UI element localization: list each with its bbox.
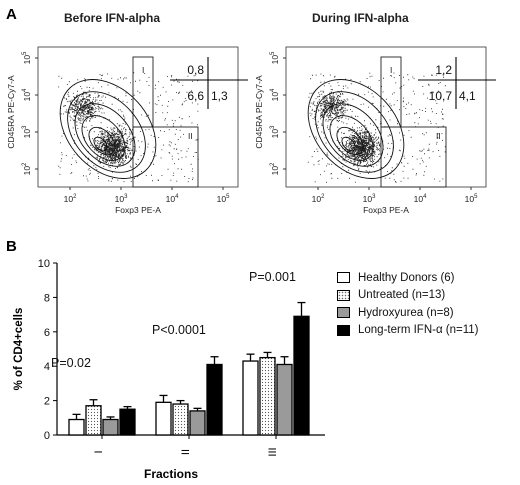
quadrant-bottom-left-value: 10,7 <box>429 89 453 103</box>
y-tick-label: 103 <box>22 125 32 138</box>
gate-ii <box>132 126 199 188</box>
facs-contours <box>59 79 157 179</box>
p-value-annotation: P<0.0001 <box>152 323 206 337</box>
facs-contour-ring <box>88 126 116 156</box>
x-axis-title: Fractions <box>144 467 198 481</box>
facs-contour-ring <box>322 103 384 167</box>
p-value-annotation: P=0.02 <box>51 356 91 370</box>
p-value-annotation: P=0.001 <box>249 270 296 284</box>
plot-2-title: During IFN-alpha <box>312 11 409 25</box>
quadrant-bottom-left-value: 6,6 <box>187 89 204 103</box>
facs-gates <box>380 56 447 188</box>
legend-label-healthy: Healthy Donors (6) <box>358 271 455 284</box>
x-tick-label: 104 <box>166 194 179 204</box>
y-tick-label: 105 <box>270 51 280 64</box>
facs-contour-ring <box>336 126 364 156</box>
facs-contour-ring <box>315 91 394 173</box>
gate-i-label: I <box>142 65 144 75</box>
legend-item-untreated: Untreated (n=13) <box>337 287 479 305</box>
x-tick-label: III <box>267 447 279 456</box>
x-tick-label: 105 <box>217 194 230 204</box>
x-tick-label: 102 <box>64 194 77 204</box>
x-tick-label: I <box>93 450 105 453</box>
facs-contour-ring <box>59 79 157 179</box>
legend-item-healthy: Healthy Donors (6) <box>337 269 479 287</box>
bar-I-0 <box>68 418 85 436</box>
x-tick-label: 103 <box>363 194 376 204</box>
facs-gates <box>132 56 199 188</box>
facs-contour-ring <box>74 103 136 167</box>
panel-a-letter: A <box>6 6 17 23</box>
plot-1-title: Before IFN-alpha <box>64 11 161 25</box>
bar-III-1 <box>259 356 276 436</box>
y-tick-label: 103 <box>270 125 280 138</box>
y-tick-label: 102 <box>22 162 32 175</box>
legend-label-untreated: Untreated (n=13) <box>358 289 446 302</box>
y-tick-label: 104 <box>270 88 280 101</box>
x-axis-label: Foxp3 PE-A <box>363 205 409 215</box>
y-tick-label: 102 <box>270 162 280 175</box>
y-tick-label: 8 <box>44 292 50 304</box>
bar-II-1 <box>172 403 189 436</box>
legend-swatch-untreated <box>337 289 350 301</box>
y-tick-label: 10 <box>38 258 50 270</box>
x-axis-label: Foxp3 PE-A <box>115 205 161 215</box>
quadrant-top-value: 1,2 <box>435 63 452 77</box>
bar-I-1 <box>85 405 102 436</box>
quadrant-top-value: 0,8 <box>187 63 204 77</box>
quadrant-bottom-right-value: 1,3 <box>211 89 228 103</box>
facs-contour-ring <box>93 136 108 152</box>
y-tick-label: 6 <box>44 327 50 339</box>
facs-contours <box>307 79 405 179</box>
x-tick-label: 102 <box>312 194 325 204</box>
facs-contour-ring <box>307 79 405 179</box>
gate-ii <box>380 126 447 188</box>
y-tick-label: 4 <box>44 361 50 373</box>
facs-contour-ring <box>67 91 146 173</box>
y-axis-title: % of CD4+cells <box>13 308 25 391</box>
bar-I-3 <box>119 408 136 436</box>
facs-contour-ring <box>341 136 356 152</box>
legend-label-hydroxyurea: Hydroxyurea (n=8) <box>358 306 454 319</box>
x-tick-label: 103 <box>115 194 128 204</box>
bar-II-0 <box>155 401 172 436</box>
facs-dot-cloud <box>58 72 199 183</box>
y-axis-label: CD45RA PE-Cy7-A <box>254 75 264 149</box>
y-tick-label: 104 <box>22 88 32 101</box>
bar-III-2 <box>276 363 293 436</box>
y-tick-label: 0 <box>44 430 50 442</box>
legend-swatch-healthy <box>337 272 350 284</box>
bar-I-2 <box>102 418 119 436</box>
x-tick-label: II <box>180 449 192 455</box>
bar-II-2 <box>189 410 206 436</box>
facs-contour-ring <box>81 115 126 161</box>
y-axis-label: CD45RA PE-Cy7-A <box>6 75 16 149</box>
x-tick-label: 104 <box>414 194 427 204</box>
x-tick-label: 105 <box>465 194 478 204</box>
bar-II-3 <box>206 363 223 436</box>
chart-legend: Healthy Donors (6) Untreated (n=13) Hydr… <box>337 269 479 339</box>
legend-swatch-ifn <box>337 324 350 336</box>
y-tick-label: 2 <box>44 396 50 408</box>
legend-swatch-hydroxyurea <box>337 307 350 319</box>
bar-III-0 <box>242 360 259 436</box>
y-tick-label: 105 <box>22 51 32 64</box>
panel-b-letter: B <box>6 238 17 255</box>
legend-item-ifn: Long-term IFN-α (n=11) <box>337 322 479 340</box>
gate-i-label: I <box>390 65 392 75</box>
legend-label-ifn: Long-term IFN-α (n=11) <box>358 324 479 337</box>
facs-dots <box>58 72 199 183</box>
legend-item-hydroxyurea: Hydroxyurea (n=8) <box>337 304 479 322</box>
gate-ii-label: II <box>188 131 193 141</box>
bar-III-3 <box>293 315 310 436</box>
gate-ii-label: II <box>436 131 441 141</box>
facs-contour-ring <box>329 115 374 161</box>
quadrant-bottom-right-value: 4,1 <box>459 89 476 103</box>
